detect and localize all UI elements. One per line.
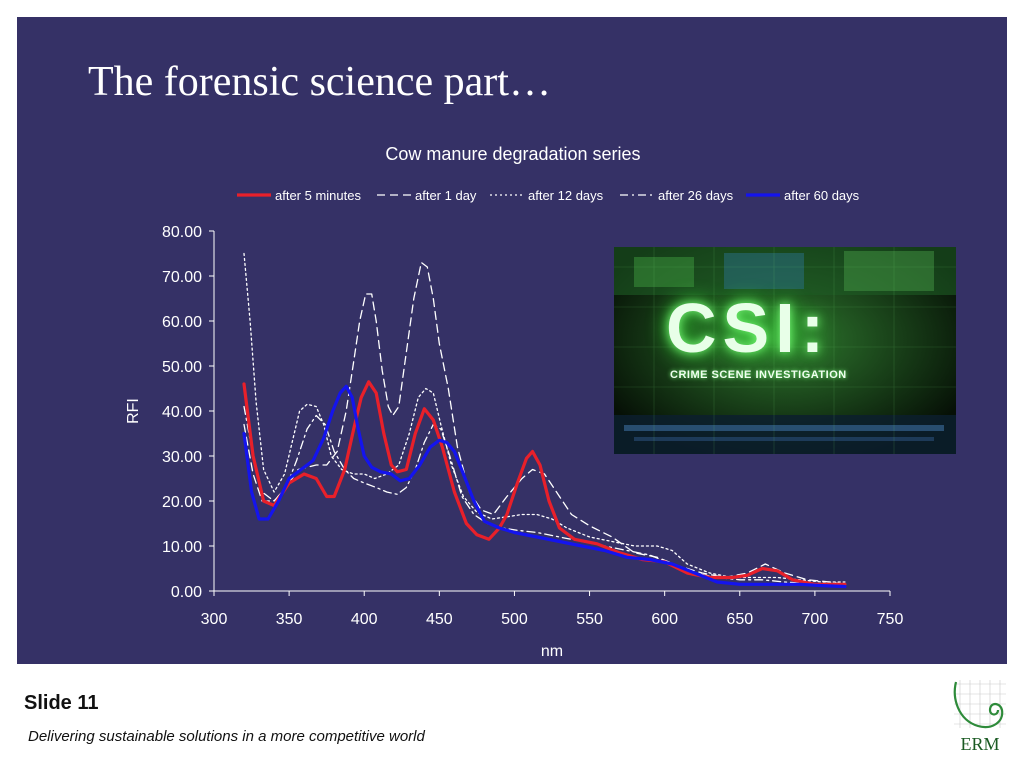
y-tick-label: 80.00 xyxy=(162,224,202,241)
x-tick-label: 350 xyxy=(276,611,303,628)
legend-label: after 12 days xyxy=(528,188,604,203)
csi-background xyxy=(614,247,956,454)
legend-label: after 60 days xyxy=(784,188,860,203)
chart-legend: after 5 minutes after 1 day after 12 days a… xyxy=(237,188,860,203)
x-tick-label: 550 xyxy=(576,611,603,628)
csi-subtitle: CRIME SCENE INVESTIGATION xyxy=(670,369,847,381)
series-line-after-60-days xyxy=(242,384,847,589)
y-tick-label: 30.00 xyxy=(162,449,202,466)
x-tick-label: 600 xyxy=(651,611,678,628)
y-tick-label: 40.00 xyxy=(162,404,202,421)
y-tick-label: 10.00 xyxy=(162,539,202,556)
y-axis-label: RFI xyxy=(125,398,142,424)
legend-label: after 1 day xyxy=(415,188,477,203)
x-tick-label: 300 xyxy=(201,611,228,628)
x-axis-ticks: 300 350 400 450 500 550 600 650 700 750 xyxy=(201,591,904,628)
x-tick-label: 700 xyxy=(802,611,829,628)
erm-logo: ERM xyxy=(953,680,1006,754)
x-tick-label: 500 xyxy=(501,611,528,628)
y-tick-label: 50.00 xyxy=(162,359,202,376)
x-tick-label: 450 xyxy=(426,611,453,628)
erm-logo-text: ERM xyxy=(960,734,999,754)
y-tick-label: 60.00 xyxy=(162,314,202,331)
slide-title: The forensic science part… xyxy=(88,59,551,105)
series-line-after-12-days xyxy=(243,252,846,583)
x-tick-label: 650 xyxy=(726,611,753,628)
y-tick-label: 70.00 xyxy=(162,269,202,286)
legend-label: after 26 days xyxy=(658,188,734,203)
x-tick-label: 750 xyxy=(877,611,904,628)
y-axis-ticks: 0.00 10.00 20.00 30.00 40.00 50.00 60.00 70.00 8… xyxy=(162,224,214,601)
series-line-after-5-minutes xyxy=(242,380,847,586)
chart-series xyxy=(242,252,847,589)
legend-label: after 5 minutes xyxy=(275,188,361,203)
slide-number: Slide 11 xyxy=(24,692,99,714)
csi-picture: CSI: CRIME SCENE INVESTIGATION xyxy=(614,247,956,454)
y-tick-label: 0.00 xyxy=(171,584,202,601)
slide-tagline: Delivering sustainable solutions in a mo… xyxy=(28,728,425,745)
x-tick-label: 400 xyxy=(351,611,378,628)
chart-title: Cow manure degradation series xyxy=(385,144,640,164)
x-axis-label: nm xyxy=(541,643,563,660)
csi-headline: CSI: xyxy=(666,289,830,367)
y-tick-label: 20.00 xyxy=(162,494,202,511)
